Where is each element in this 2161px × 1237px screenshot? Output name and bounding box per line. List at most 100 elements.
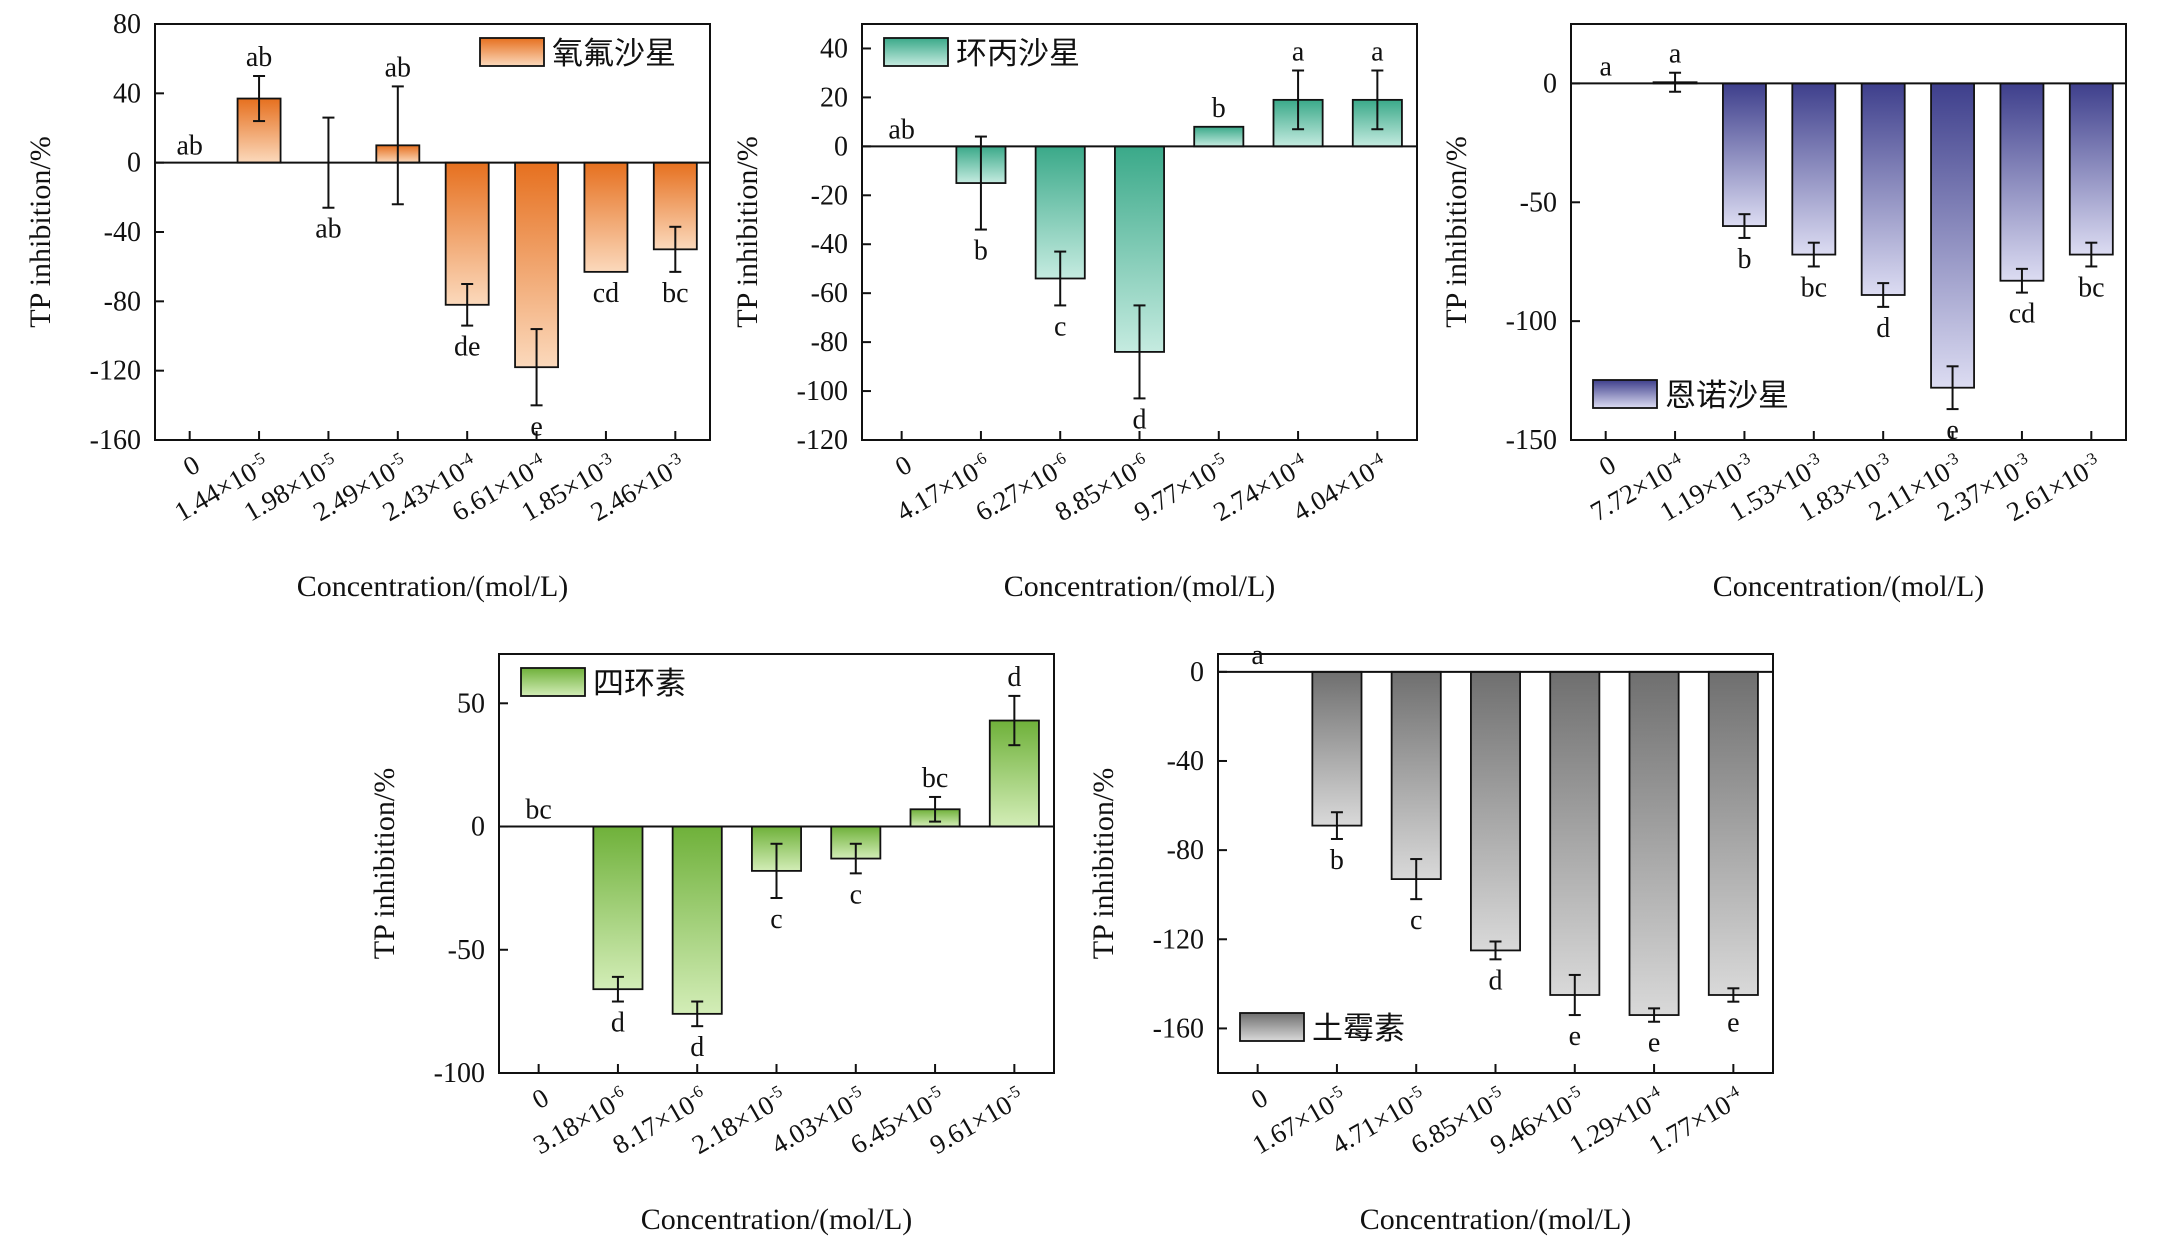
x-tick-label: 0 bbox=[1594, 449, 1621, 482]
x-axis-title: Concentration/(mol/L) bbox=[1360, 1203, 1632, 1236]
x-axis-title: Concentration/(mol/L) bbox=[1713, 570, 1985, 603]
significance-label: ab bbox=[888, 114, 914, 145]
significance-label: d bbox=[1133, 404, 1147, 435]
y-tick-label: 40 bbox=[113, 78, 141, 109]
significance-label: bc bbox=[1801, 272, 1827, 303]
bar bbox=[1470, 670, 1521, 952]
significance-label: d bbox=[611, 1008, 625, 1039]
significance-label: b bbox=[1737, 244, 1751, 275]
y-tick-label: 80 bbox=[113, 9, 141, 40]
significance-label: a bbox=[1292, 36, 1305, 67]
y-tick-label: -80 bbox=[104, 286, 141, 317]
y-axis-title: TP inhibition/% bbox=[1087, 768, 1120, 959]
bar bbox=[1549, 670, 1601, 996]
y-tick-label: 50 bbox=[457, 688, 485, 719]
significance-label: ab bbox=[176, 131, 202, 162]
significance-label: e bbox=[1727, 1008, 1739, 1039]
bar bbox=[1707, 670, 1759, 996]
significance-label: e bbox=[1946, 415, 1958, 446]
y-tick-label: 0 bbox=[471, 812, 485, 843]
y-tick-label: -120 bbox=[90, 356, 141, 387]
legend-label: 土霉素 bbox=[1312, 1011, 1405, 1046]
y-axis-title: TP inhibition/% bbox=[731, 136, 764, 327]
plot-frame bbox=[154, 23, 711, 441]
y-axis-title: TP inhibition/% bbox=[1440, 136, 1473, 327]
chart-panel-4: 500-50-100bcddccbcd03.18×10-68.17×10-62.… bbox=[368, 653, 1055, 1236]
y-tick-label: -50 bbox=[1520, 187, 1557, 218]
significance-label: d bbox=[1876, 313, 1890, 344]
bar bbox=[1999, 82, 2045, 282]
significance-label: bc bbox=[2078, 272, 2104, 303]
significance-label: e bbox=[1648, 1028, 1660, 1059]
significance-label: ab bbox=[315, 214, 341, 245]
y-tick-label: -40 bbox=[104, 217, 141, 248]
bar bbox=[1722, 82, 1767, 227]
y-tick-label: -100 bbox=[797, 376, 848, 407]
x-tick-label: 0 bbox=[1246, 1082, 1273, 1115]
significance-label: b bbox=[974, 236, 988, 267]
bar bbox=[1311, 670, 1363, 827]
y-tick-label: -40 bbox=[1167, 746, 1204, 777]
significance-label: bc bbox=[662, 278, 688, 309]
y-tick-label: -160 bbox=[90, 425, 141, 456]
bar bbox=[671, 825, 723, 1015]
significance-label: ab bbox=[246, 42, 272, 73]
y-tick-label: -80 bbox=[811, 327, 848, 358]
legend-label: 恩诺沙星 bbox=[1665, 378, 1789, 413]
legend-swatch bbox=[1592, 379, 1658, 409]
legend: 环丙沙星 bbox=[883, 36, 1080, 71]
significance-label: c bbox=[1054, 311, 1066, 342]
legend: 土霉素 bbox=[1239, 1011, 1405, 1046]
y-tick-label: -100 bbox=[434, 1058, 485, 1089]
significance-label: bc bbox=[525, 795, 551, 826]
y-tick-label: -150 bbox=[1506, 425, 1557, 456]
significance-label: cd bbox=[593, 278, 619, 309]
legend-label: 环丙沙星 bbox=[956, 36, 1080, 71]
bar bbox=[1193, 125, 1245, 148]
x-tick-label: 0 bbox=[178, 449, 205, 482]
significance-label: a bbox=[1371, 36, 1384, 67]
legend-label: 四环素 bbox=[593, 666, 686, 701]
significance-label: b bbox=[1330, 845, 1344, 876]
x-tick-label: 0 bbox=[890, 449, 917, 482]
bar bbox=[1390, 670, 1442, 881]
bar bbox=[444, 161, 490, 306]
legend-swatch bbox=[520, 667, 586, 697]
bar bbox=[583, 161, 629, 273]
significance-label: cd bbox=[2009, 299, 2035, 330]
y-tick-label: -80 bbox=[1167, 835, 1204, 866]
significance-label: de bbox=[454, 332, 480, 363]
y-tick-label: 0 bbox=[1190, 657, 1204, 688]
significance-label: c bbox=[1410, 905, 1422, 936]
y-tick-label: 0 bbox=[834, 131, 848, 162]
significance-label: e bbox=[1569, 1021, 1581, 1052]
significance-label: c bbox=[770, 904, 782, 935]
y-tick-label: -50 bbox=[448, 935, 485, 966]
y-tick-label: 0 bbox=[1543, 68, 1557, 99]
significance-label: a bbox=[1599, 51, 1612, 82]
y-tick-label: -120 bbox=[797, 425, 848, 456]
y-tick-label: 0 bbox=[127, 148, 141, 179]
bar bbox=[1791, 82, 1837, 256]
x-tick-label: 0 bbox=[527, 1082, 554, 1115]
y-axis-title: TP inhibition/% bbox=[24, 136, 57, 327]
y-axis-title: TP inhibition/% bbox=[368, 768, 401, 959]
significance-label: d bbox=[1007, 662, 1021, 693]
legend: 氧氟沙星 bbox=[479, 36, 676, 71]
y-tick-label: 40 bbox=[820, 33, 848, 64]
significance-label: e bbox=[530, 411, 542, 442]
significance-label: c bbox=[850, 879, 862, 910]
bar bbox=[1860, 82, 1906, 296]
bar bbox=[2068, 82, 2114, 256]
significance-label: b bbox=[1212, 93, 1226, 124]
significance-label: d bbox=[690, 1032, 704, 1063]
y-tick-label: 20 bbox=[820, 82, 848, 113]
bar bbox=[592, 825, 644, 991]
y-tick-label: -100 bbox=[1506, 306, 1557, 337]
x-axis-title: Concentration/(mol/L) bbox=[297, 570, 569, 603]
legend-swatch bbox=[1239, 1012, 1305, 1042]
